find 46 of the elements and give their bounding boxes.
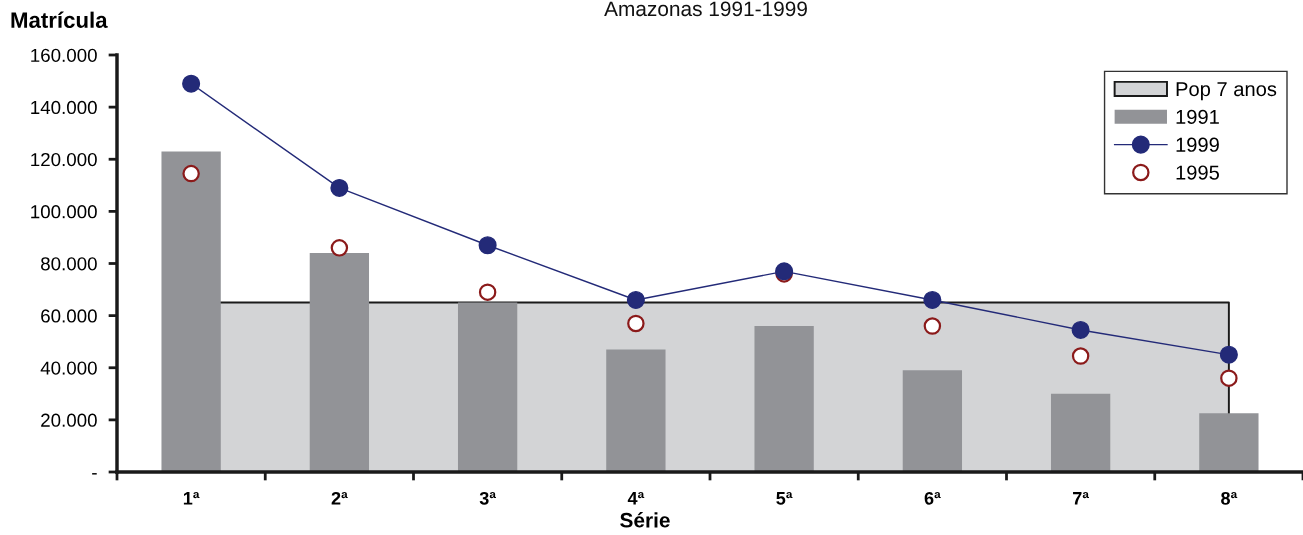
point [478,236,497,255]
bar [161,151,221,472]
bar [902,370,963,472]
bar [457,302,518,472]
point [182,74,201,93]
point [1219,345,1238,364]
y-tick-label: 120.000 [31,152,97,167]
y-tick-label: 20.000 [41,413,97,427]
chart-title: Amazonas 1991-1999 [604,1,807,17]
bar [1050,393,1111,472]
y-axis-title: Matrícula [11,11,108,28]
point [627,314,645,333]
bar [606,349,666,472]
point [923,317,942,335]
y-tick-label: - [92,473,97,475]
point [923,290,942,310]
y-tick-label: 60.000 [41,309,97,323]
bar [754,326,814,472]
point [330,239,349,257]
bar [309,253,370,472]
point [330,178,349,197]
y-tick-label: 160.000 [31,48,97,62]
point [626,290,645,310]
y-tick-label: 40.000 [40,361,97,375]
x-tick-label: 5ª [776,492,793,505]
y-tick-label: 80.000 [41,257,97,271]
point [1071,347,1090,365]
y-tick-label: 140.000 [31,100,97,115]
x-tick-label: 3ª [479,491,496,505]
legend-label: 1995 [1176,165,1219,180]
x-tick-label: 7ª [1073,492,1089,505]
x-tick-label: 4ª [627,492,645,505]
point [1220,369,1238,387]
x-tick-label: 2ª [331,491,348,505]
bar [1199,413,1259,472]
point [182,164,200,183]
x-axis-title: Série [620,512,670,528]
point [1071,320,1090,339]
point [478,283,497,301]
y-tick-label: 100.000 [31,205,97,219]
x-tick-label: 1ª [183,492,200,505]
legend-label: Pop 7 anos [1176,82,1277,101]
legend-label: 1991 [1176,109,1219,125]
x-tick-label: 6ª [924,491,941,505]
legend-label: 1999 [1176,137,1219,152]
x-tick-label: 8ª [1221,491,1238,505]
